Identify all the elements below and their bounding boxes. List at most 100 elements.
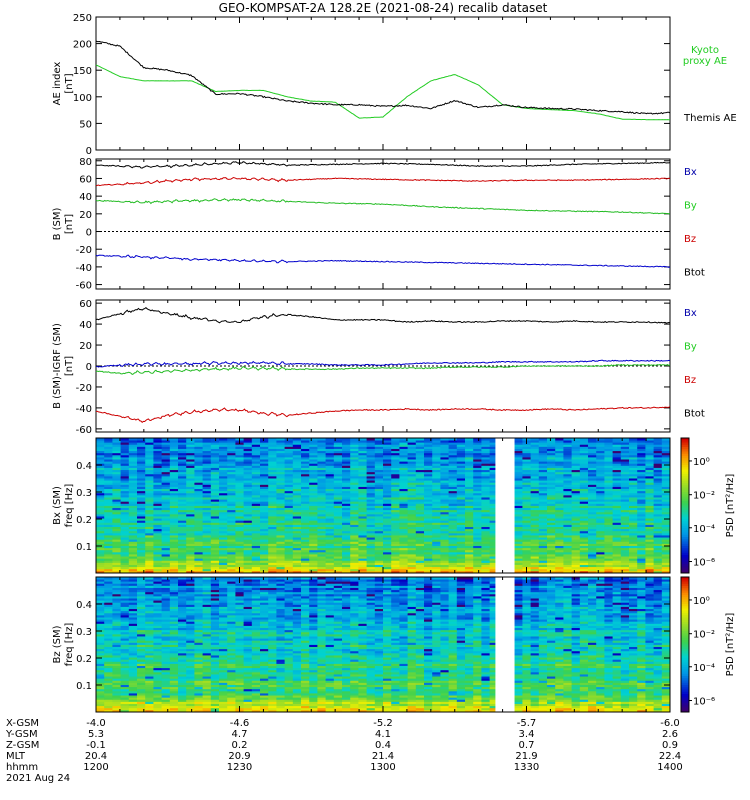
spectrogram-cell <box>645 452 654 456</box>
spectrogram-cell <box>169 556 179 559</box>
spectrogram-cell <box>366 558 376 561</box>
spectrogram-cell <box>235 543 244 546</box>
spectrogram-cell <box>178 518 187 521</box>
spectrogram-cell <box>342 497 351 500</box>
spectrogram-cell <box>620 469 630 473</box>
spectrogram-cell <box>661 551 671 555</box>
spectrogram-cell <box>219 547 228 551</box>
y-axis-label: AE index <box>52 62 63 106</box>
spectrogram-cell <box>547 524 556 527</box>
spectrogram-cell <box>161 547 171 551</box>
spectrogram-cell <box>604 541 613 544</box>
spectrogram-cell <box>292 499 302 502</box>
spectrogram-cell <box>186 465 195 468</box>
spectrogram-cell <box>514 549 523 553</box>
spectrogram-cell <box>96 465 105 468</box>
spectrogram-cell <box>440 459 449 462</box>
spectrogram-cell <box>358 461 367 464</box>
spectrogram-cell <box>227 507 236 511</box>
spectrogram-cell <box>661 539 671 542</box>
spectrogram-cell <box>596 526 605 530</box>
spectrogram-cell <box>440 478 449 481</box>
spectrogram-cell <box>210 463 220 466</box>
spectrogram-cell <box>292 707 302 711</box>
spectrogram-cell <box>489 444 499 447</box>
spectrogram-cell <box>620 444 630 447</box>
spectrogram-cell <box>440 554 449 557</box>
spectrogram-cell <box>104 499 113 502</box>
spectrogram-cell <box>186 522 195 525</box>
spectrogram-cell <box>358 463 367 466</box>
spectrogram-cell <box>128 494 138 498</box>
spectrogram-cell <box>522 526 531 530</box>
spectrogram-cell <box>301 488 310 492</box>
spectrogram-cell <box>317 438 326 441</box>
spectrogram-cell <box>481 505 490 509</box>
spectrogram-cell <box>202 499 212 502</box>
spectrogram-cell <box>301 543 310 546</box>
spectrogram-cell <box>317 444 326 447</box>
colorbar-segment <box>681 532 689 536</box>
spectrogram-cell <box>588 475 597 479</box>
spectrogram-cell <box>383 526 392 530</box>
spectrogram-cell <box>571 471 581 475</box>
spectrogram-cell <box>530 478 540 481</box>
spectrogram-cell <box>465 442 474 445</box>
spectrogram-cell <box>153 530 162 534</box>
spectrogram-cell <box>112 535 121 538</box>
spectrogram-cell <box>333 707 343 711</box>
spectrogram-cell <box>235 444 244 447</box>
spectrogram-cell <box>514 570 523 574</box>
spectrogram-cell <box>227 469 236 473</box>
spectrogram-cell <box>596 488 605 492</box>
spectrogram-cell <box>325 494 335 498</box>
spectrogram-cell <box>358 450 367 454</box>
spectrogram-cell <box>350 438 359 441</box>
spectrogram-cell <box>325 528 335 532</box>
spectrogram-cell <box>186 545 195 549</box>
spectrogram-cell <box>391 518 400 521</box>
spectrogram-cell <box>153 547 162 551</box>
spectrogram-cell <box>637 471 646 475</box>
spectrogram-cell <box>301 459 310 462</box>
spectrogram-cell <box>104 551 113 555</box>
spectrogram-cell <box>251 507 261 511</box>
spectrogram-cell <box>374 535 384 538</box>
spectrogram-cell <box>358 448 367 452</box>
spectrogram-cell <box>563 501 572 504</box>
spectrogram-cell <box>137 516 146 519</box>
spectrogram-cell <box>473 507 482 511</box>
spectrogram-cell <box>112 526 121 530</box>
spectrogram-cell <box>399 568 408 572</box>
spectrogram-cell <box>145 549 154 553</box>
spectrogram-cell <box>563 530 572 534</box>
spectrogram-cell <box>210 492 220 496</box>
spectrogram-cell <box>473 562 482 565</box>
spectrogram-cell <box>596 528 605 532</box>
spectrogram-cell <box>243 535 253 538</box>
spectrogram-cell <box>579 513 589 517</box>
spectrogram-cell <box>547 522 556 525</box>
spectrogram-cell <box>178 560 187 563</box>
spectrogram-cell <box>563 503 572 506</box>
spectrogram-cell <box>194 471 203 475</box>
spectrogram-cell <box>219 452 228 456</box>
spectrogram-cell <box>161 440 171 443</box>
spectrogram-cell <box>473 492 482 496</box>
spectrogram-cell <box>383 560 392 563</box>
spectrogram-cell <box>243 456 253 460</box>
spectrogram-cell <box>153 446 162 449</box>
spectrogram-cell <box>579 556 589 559</box>
spectrogram-cell <box>219 707 228 711</box>
spectrogram-cell <box>301 473 310 477</box>
spectrogram-cell <box>547 456 556 460</box>
spectrogram-cell <box>120 507 130 511</box>
spectrogram-cell <box>325 446 335 449</box>
y-tick-label: 0.2 <box>76 515 92 526</box>
spectrogram-cell <box>260 497 269 500</box>
spectrogram-cell <box>473 494 482 498</box>
spectrogram-cell <box>415 558 425 561</box>
spectrogram-cell <box>276 556 285 559</box>
spectrogram-cell <box>514 497 523 500</box>
spectrogram-cell <box>637 454 646 458</box>
